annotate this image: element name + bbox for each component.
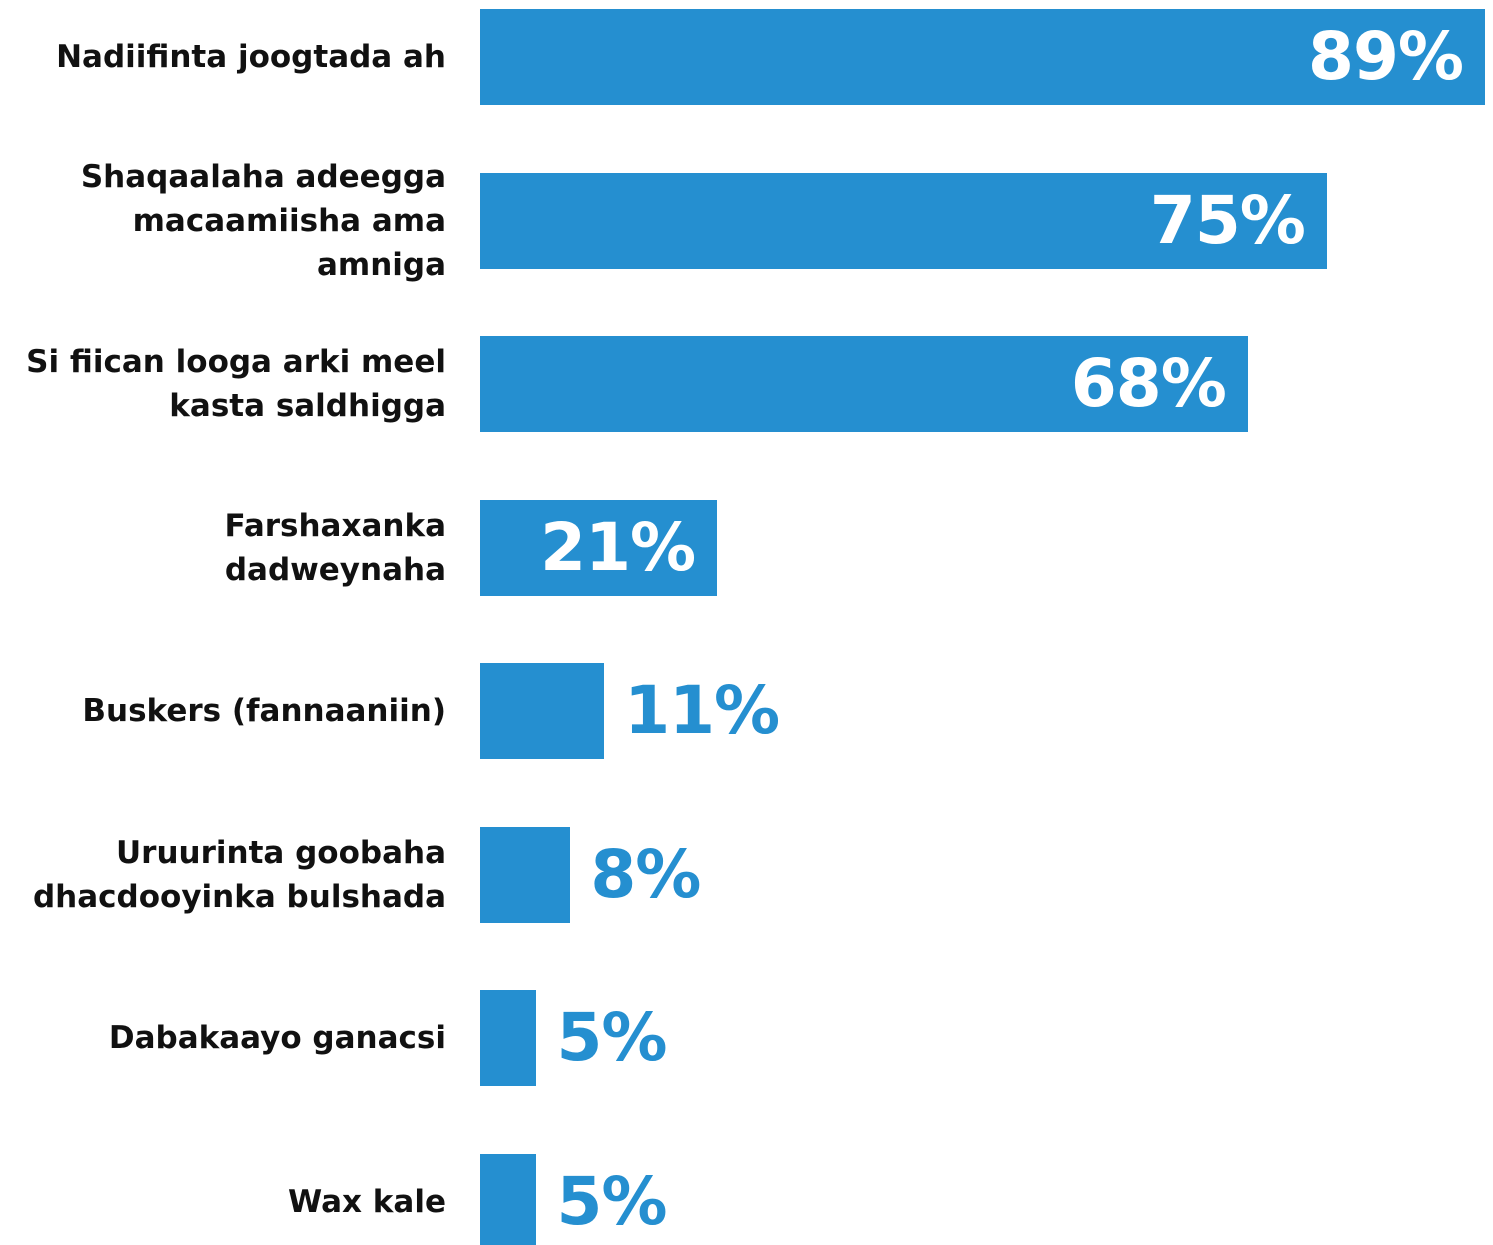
- value-label: 11%: [624, 672, 780, 749]
- bar: [480, 663, 605, 759]
- bar: [480, 336, 1248, 432]
- value-label: 21%: [540, 508, 696, 586]
- category-label: Buskers (fannaaniin): [82, 693, 446, 729]
- category-label: Si fiican looga arki meel kasta saldhigg…: [26, 344, 446, 424]
- value-label: 68%: [1070, 345, 1227, 422]
- bar: [480, 1153, 537, 1245]
- category-label: Farshaxanka dadweynaha: [224, 507, 446, 588]
- value-label: 89%: [1308, 18, 1464, 95]
- value-label: 5%: [556, 1162, 667, 1240]
- category-label: Nadiifinta joogtada ah: [56, 39, 446, 75]
- category-label: Uruurinta goobaha dhacdooyinka bulshada: [32, 834, 446, 915]
- bar: [480, 499, 718, 596]
- bar: [480, 990, 537, 1086]
- category-label: Shaqaalaha adeegga macaamiisha ama amnig…: [80, 158, 446, 283]
- bar: [480, 172, 1327, 269]
- value-label: 5%: [556, 999, 667, 1076]
- category-label: Wax kale: [288, 1183, 446, 1220]
- bar: [480, 826, 571, 923]
- value-label: 75%: [1149, 181, 1306, 259]
- category-label: Dabakaayo ganacsi: [108, 1020, 446, 1056]
- bar: [480, 9, 1485, 105]
- value-label: 8%: [590, 835, 701, 913]
